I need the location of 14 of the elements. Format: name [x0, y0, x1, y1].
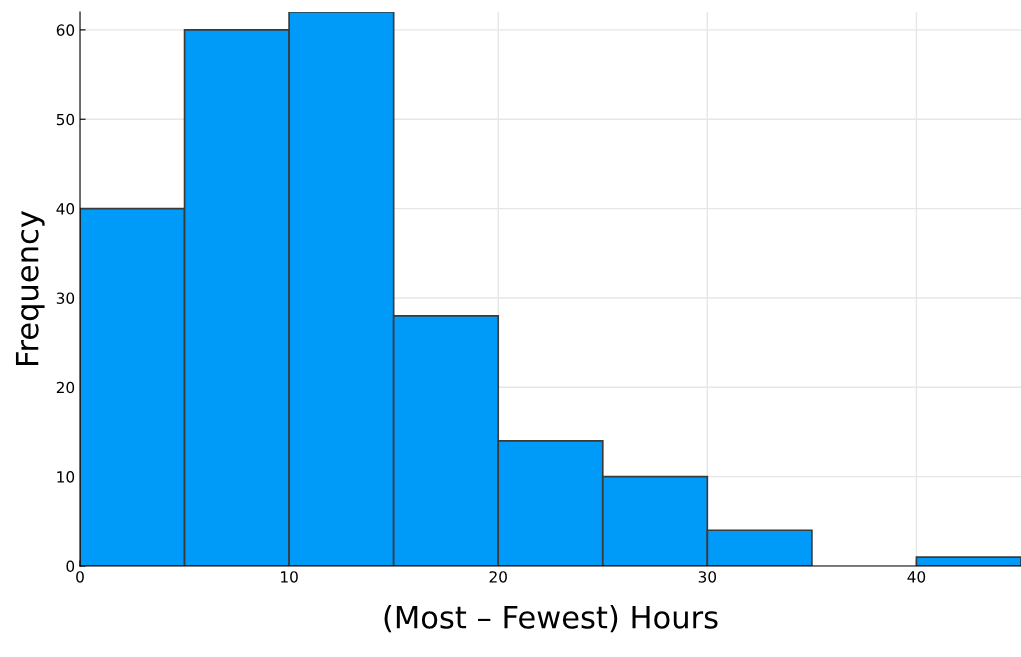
y-tick-label: 0 [66, 560, 75, 573]
x-tick-label: 30 [698, 571, 717, 583]
x-tick-label: 40 [907, 571, 926, 583]
y-tick-label: 40 [56, 203, 75, 215]
y-tick-label: 10 [57, 471, 75, 483]
y-tick-label: 30 [56, 292, 75, 304]
y-tick-label: 20 [56, 381, 75, 394]
y-tick-label: 60 [56, 24, 75, 36]
x-tick-label: 0 [76, 571, 84, 583]
x-axis-title: (Most – Fewest) Hours [384, 605, 718, 633]
y-axis-title: Frequency [15, 210, 45, 365]
y-tick-label: 50 [56, 113, 75, 126]
x-tick-label: 10 [281, 571, 298, 583]
x-tick-label: 20 [489, 571, 507, 583]
